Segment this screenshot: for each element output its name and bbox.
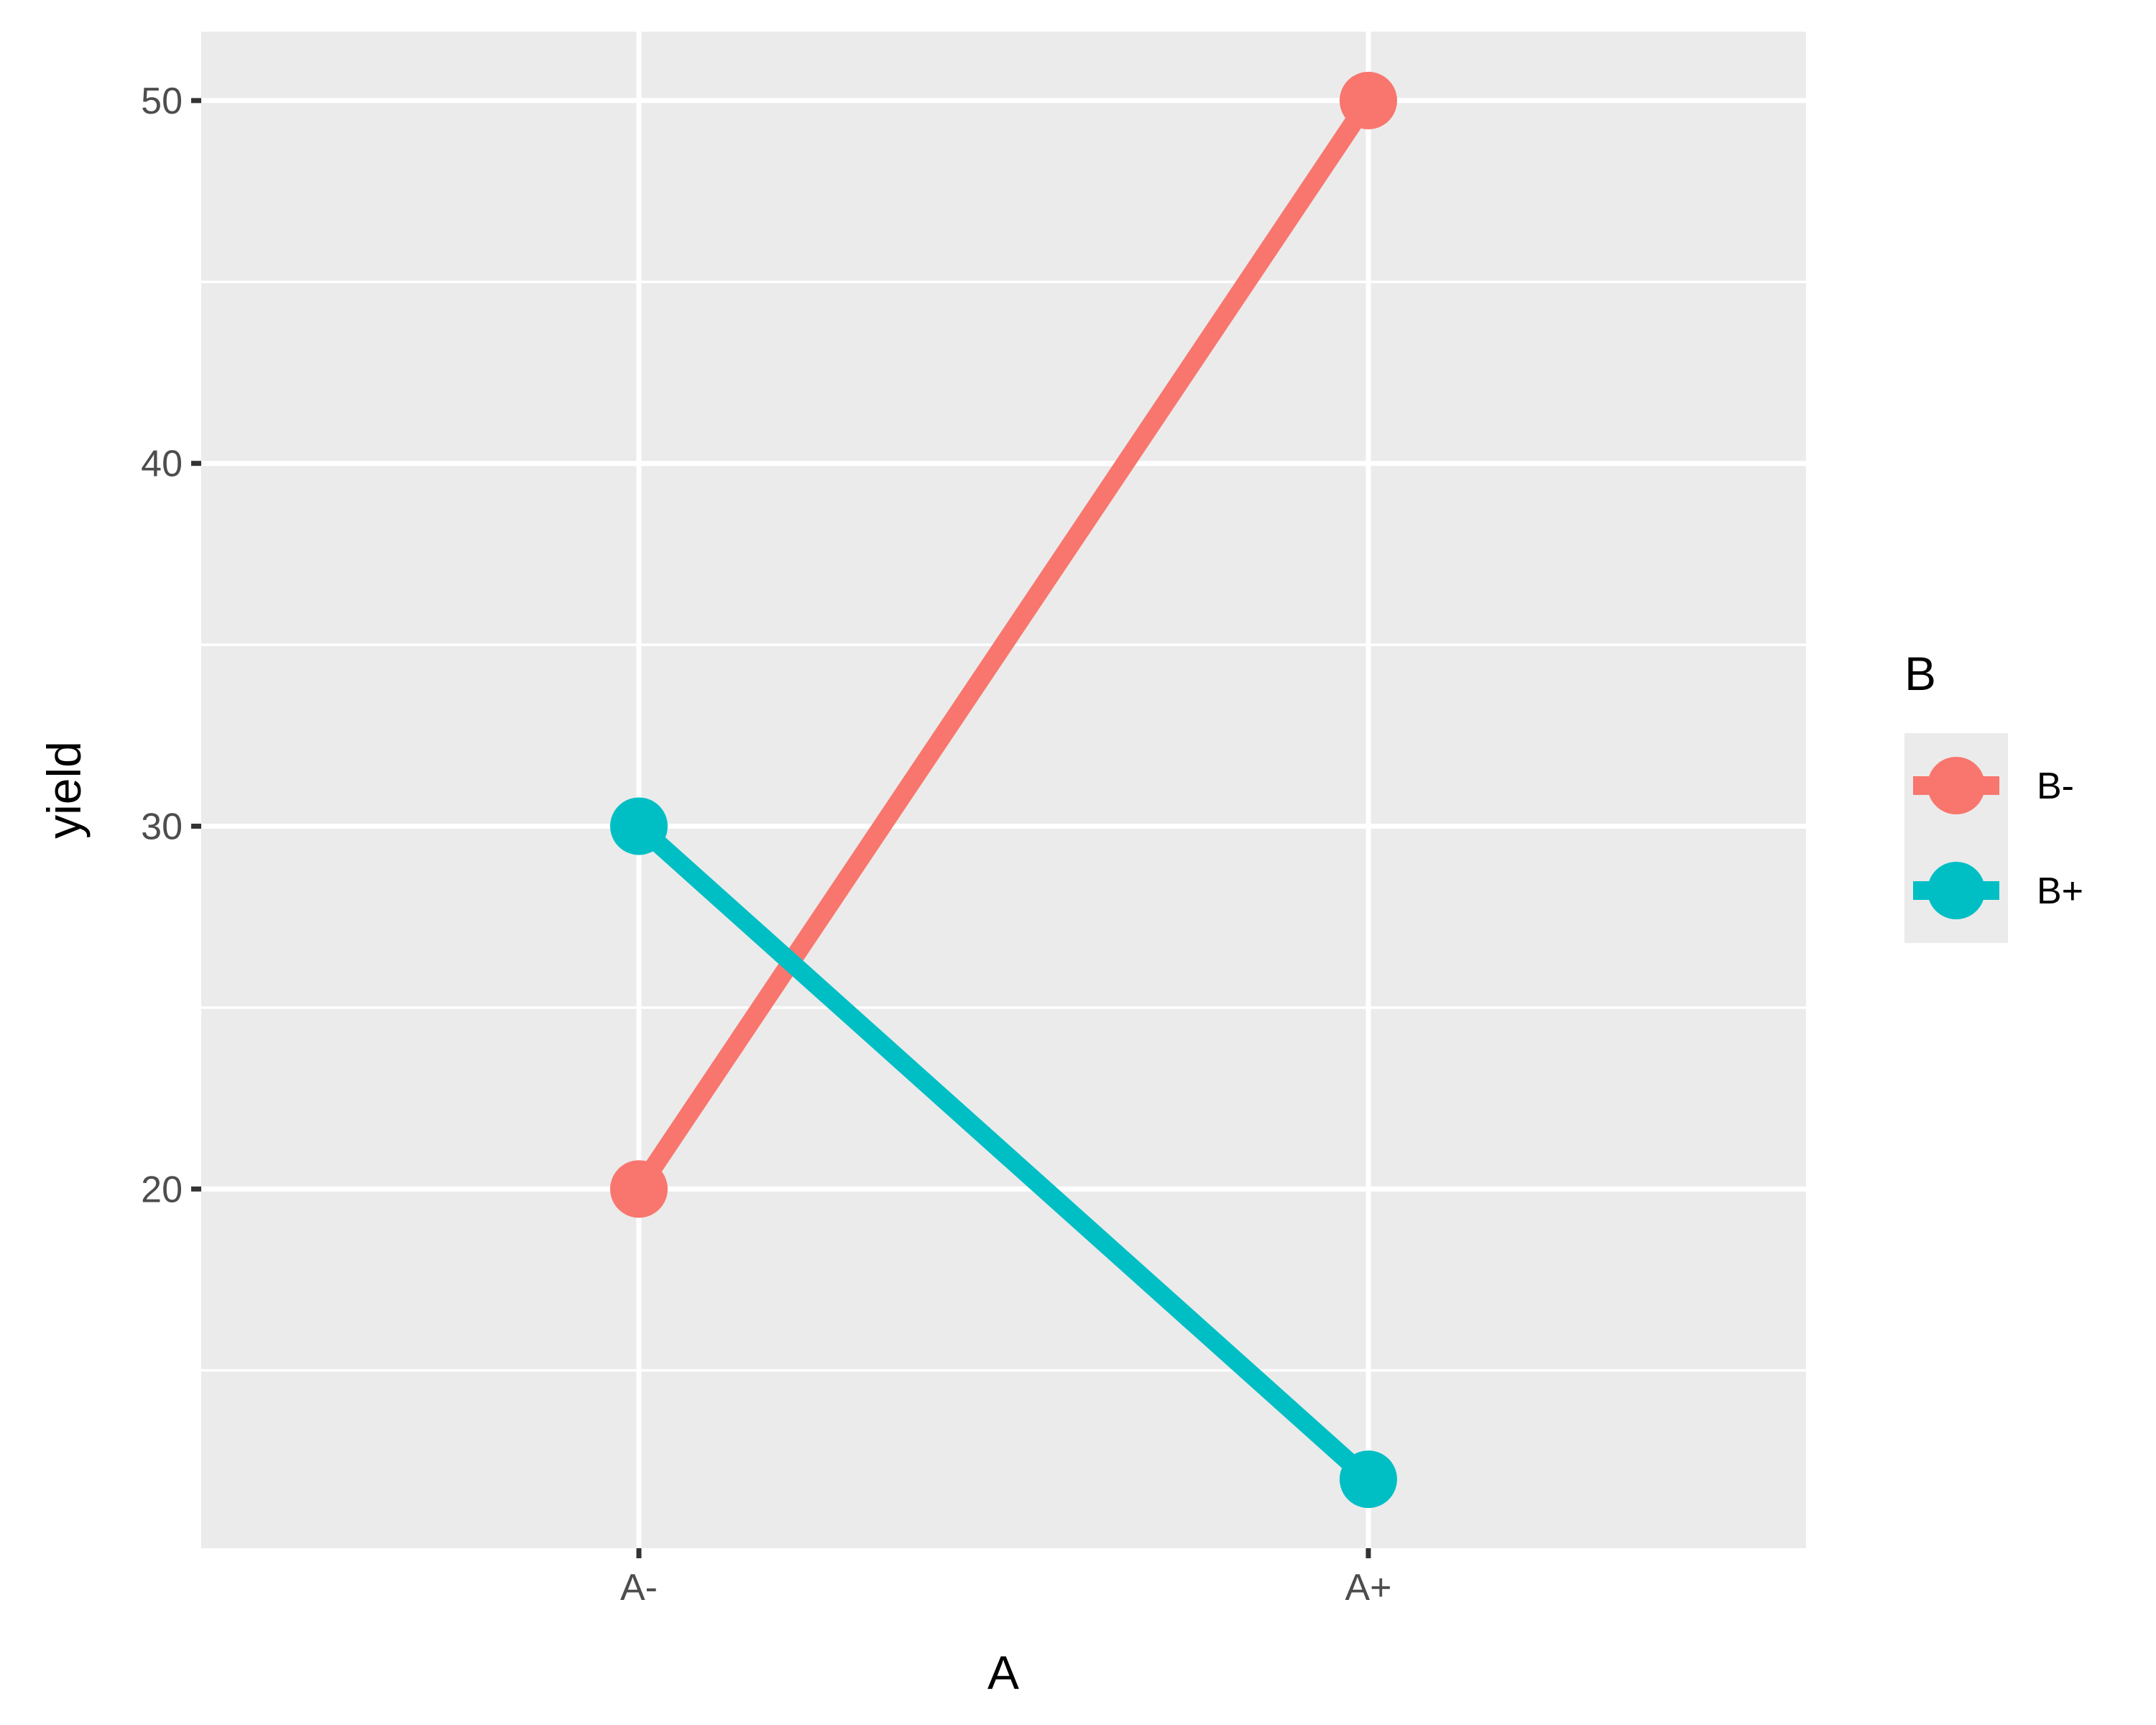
y-tick-label: 50 [141, 80, 183, 122]
data-point [1340, 71, 1397, 129]
x-tick-label: A- [620, 1567, 658, 1609]
x-tick-label: A+ [1345, 1567, 1391, 1609]
data-point [610, 1160, 668, 1218]
y-tick-label: 20 [141, 1169, 183, 1210]
series-line-1 [631, 95, 1376, 1195]
major-gridlines [201, 32, 1806, 1548]
legend-title: B [1904, 647, 1936, 700]
legend-label: B+ [2037, 870, 2083, 912]
y-tick-label: 40 [141, 443, 183, 485]
plot-panel [201, 32, 1806, 1548]
legend-key-point [1927, 862, 1985, 919]
y-axis-title: yield [37, 741, 91, 839]
legend: B B- B+ [1904, 647, 2083, 943]
series-line-2 [632, 819, 1375, 1486]
data-point [610, 797, 668, 855]
y-axis: 20 30 40 50 [141, 80, 201, 1210]
x-axis: A- A+ [620, 1548, 1392, 1609]
data-point [1340, 1450, 1397, 1509]
series-points [610, 71, 1397, 1509]
y-tick-label: 30 [141, 806, 183, 847]
legend-key-point [1927, 757, 1985, 814]
x-axis-title: A [987, 1646, 1019, 1699]
series-lines [631, 95, 1376, 1486]
legend-label: B- [2037, 765, 2074, 807]
